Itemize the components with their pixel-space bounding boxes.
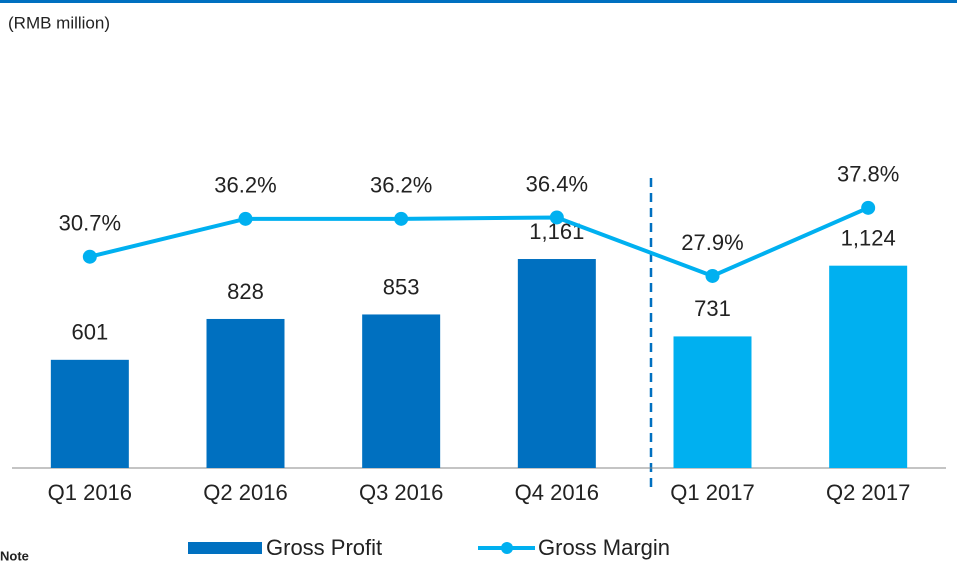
subtitle: (RMB million): [8, 13, 110, 32]
top-rule: [0, 0, 957, 3]
legend-swatch-dot: [501, 542, 513, 554]
legend-label: Gross Margin: [538, 535, 670, 560]
line-value-label: 30.7%: [59, 211, 121, 236]
x-tick-label: Q2 2016: [203, 480, 287, 505]
margin-point: [705, 268, 720, 283]
line-value-label: 27.9%: [681, 230, 743, 255]
bar: [50, 359, 129, 468]
bar-value-label: 601: [71, 320, 108, 345]
note: Note: [0, 548, 29, 561]
margin-line: [89, 206, 869, 279]
margin-point: [549, 210, 564, 225]
line-value-label: 37.8%: [837, 162, 899, 187]
margin-point: [82, 249, 97, 264]
line-value-label: 36.4%: [526, 171, 588, 196]
margin-point: [394, 211, 409, 226]
x-tick-label: Q1 2017: [670, 480, 754, 505]
line-value-label: 36.2%: [370, 173, 432, 198]
x-tick-label: Q2 2017: [826, 480, 910, 505]
bar: [517, 259, 596, 468]
line-value-label: 36.2%: [214, 173, 276, 198]
legend-label: Gross Profit: [266, 535, 382, 560]
x-tick-label: Q3 2016: [359, 480, 443, 505]
margin-point: [861, 200, 876, 215]
bar-value-label: 853: [383, 274, 420, 299]
bar-value-label: 828: [227, 279, 264, 304]
bar: [362, 314, 441, 468]
legend-swatch: [188, 542, 262, 554]
bar: [206, 318, 285, 468]
bar: [673, 336, 752, 468]
margin-point: [238, 211, 253, 226]
bar-value-label: 1,124: [841, 225, 896, 250]
bar: [829, 265, 908, 468]
x-tick-label: Q4 2016: [515, 480, 599, 505]
bar-value-label: 731: [694, 296, 731, 321]
x-tick-label: Q1 2016: [48, 480, 132, 505]
